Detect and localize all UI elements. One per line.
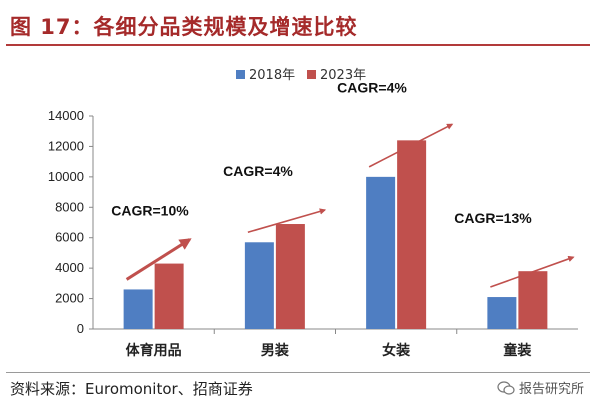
legend-swatch-2	[307, 70, 316, 79]
cagr-label-4: CAGR=13%	[454, 210, 532, 226]
y-tick-label: 14000	[48, 108, 84, 123]
x-tick-label: 体育用品	[126, 342, 182, 359]
bar-2018-1	[123, 289, 153, 329]
legend-label-2: 2023年	[320, 68, 366, 83]
y-tick-label: 6000	[55, 230, 84, 245]
bar-2023-4	[518, 271, 548, 329]
legend-label-1: 2018年	[249, 68, 295, 83]
x-tick-label: 童装	[503, 342, 532, 359]
cagr-arrow-3	[368, 123, 454, 168]
watermark-text: 报告研究所	[518, 382, 584, 397]
watermark: 报告研究所	[497, 378, 584, 397]
bar-2023-2	[275, 224, 305, 329]
x-tick-label: 男装	[261, 342, 290, 359]
bar-2018-3	[366, 176, 396, 329]
bar-2023-3	[397, 140, 427, 329]
cagr-arrow-2	[247, 208, 327, 234]
cagr-label-1: CAGR=10%	[111, 203, 189, 219]
bar-2023-1	[154, 263, 184, 329]
chart-area: 2018年 2023年 0 2000 4000 6000 8000 10000 12000 140…	[0, 52, 598, 370]
source-note: 资料来源：Euromonitor、招商证券	[10, 380, 253, 398]
y-tick-label: 0	[77, 321, 84, 336]
title-divider	[6, 44, 590, 46]
y-tick-label: 2000	[55, 291, 84, 306]
y-tick-label: 8000	[55, 199, 84, 214]
legend-swatch-1	[236, 70, 245, 79]
cagr-label-2: CAGR=4%	[223, 163, 293, 179]
y-tick-label: 10000	[48, 169, 84, 184]
y-tick-label: 12000	[48, 138, 84, 153]
wechat-icon	[497, 380, 515, 395]
cagr-arrow-1	[125, 238, 192, 281]
cagr-label-3: CAGR=4%	[337, 79, 407, 95]
bar-chart: 2018年 2023年 0 2000 4000 6000 8000 10000 12000 140…	[48, 68, 578, 359]
bar-2018-4	[487, 297, 517, 329]
cagr-arrow-4	[490, 255, 575, 288]
bar-2018-2	[244, 242, 274, 329]
source-divider	[6, 372, 590, 373]
figure-title: 图 17：各细分品类规模及增速比较	[10, 15, 358, 39]
x-tick-label: 女装	[382, 342, 411, 359]
y-tick-label: 4000	[55, 260, 84, 275]
